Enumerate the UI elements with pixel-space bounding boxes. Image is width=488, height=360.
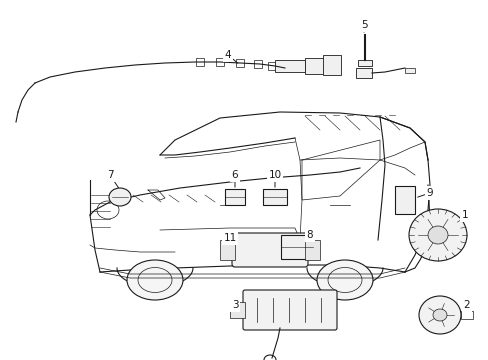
- Text: 7: 7: [106, 170, 113, 180]
- Bar: [263, 189, 286, 205]
- Text: 6: 6: [231, 170, 238, 180]
- Text: 5: 5: [360, 20, 366, 30]
- Bar: [220, 240, 235, 260]
- Bar: [305, 240, 319, 260]
- Bar: [216, 58, 224, 66]
- Bar: [267, 62, 275, 70]
- Ellipse shape: [432, 309, 446, 321]
- Bar: [323, 55, 340, 75]
- FancyBboxPatch shape: [231, 233, 307, 267]
- Bar: [355, 68, 371, 78]
- Text: 8: 8: [306, 230, 313, 240]
- Ellipse shape: [418, 296, 460, 334]
- Bar: [224, 189, 244, 205]
- Bar: [404, 68, 414, 73]
- Bar: [229, 302, 244, 318]
- FancyBboxPatch shape: [243, 290, 336, 330]
- Text: 2: 2: [463, 300, 469, 310]
- Text: 4: 4: [224, 50, 231, 60]
- Bar: [394, 186, 414, 214]
- Text: 10: 10: [268, 170, 281, 180]
- Text: 11: 11: [223, 233, 236, 243]
- Ellipse shape: [127, 260, 183, 300]
- Bar: [460, 311, 472, 319]
- Bar: [305, 58, 325, 74]
- Bar: [236, 59, 244, 67]
- Ellipse shape: [408, 209, 466, 261]
- Ellipse shape: [109, 188, 131, 206]
- Bar: [281, 235, 312, 259]
- Bar: [253, 60, 262, 68]
- Text: 9: 9: [426, 188, 432, 198]
- Ellipse shape: [427, 226, 447, 244]
- Ellipse shape: [316, 260, 372, 300]
- Bar: [357, 60, 371, 66]
- Text: 1: 1: [461, 210, 468, 220]
- Bar: [274, 60, 305, 72]
- Bar: [196, 58, 203, 66]
- Text: 3: 3: [231, 300, 238, 310]
